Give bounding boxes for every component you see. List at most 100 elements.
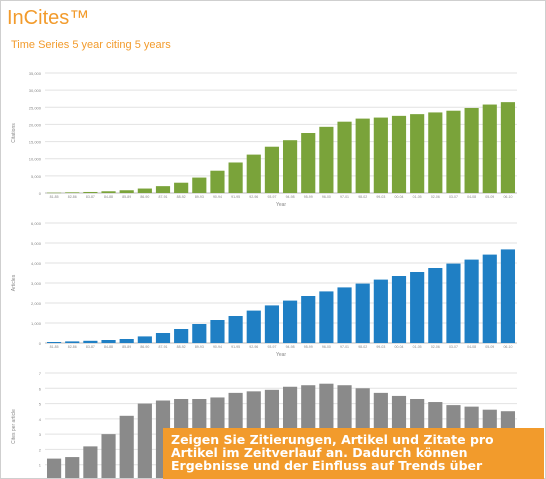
bar-cites-per-article bbox=[101, 434, 116, 478]
x-tick-label: 02-06 bbox=[431, 195, 440, 199]
x-tick-label: 99-03 bbox=[376, 195, 385, 199]
bar-articles bbox=[119, 339, 134, 343]
x-tick-label: 91-95 bbox=[231, 345, 240, 349]
bar-cites-per-article bbox=[46, 458, 62, 478]
bar-cites-per-article bbox=[65, 457, 80, 478]
y-tick-label: 5,000 bbox=[31, 174, 42, 179]
bar-articles bbox=[101, 340, 116, 343]
y-tick-label: 5,000 bbox=[31, 241, 42, 246]
bar-citations bbox=[65, 192, 80, 193]
bar-articles bbox=[83, 340, 98, 343]
bar-articles bbox=[446, 263, 461, 343]
x-tick-label: 83-87 bbox=[86, 195, 95, 199]
bar-cites-per-article bbox=[83, 446, 98, 478]
bar-articles bbox=[174, 329, 189, 343]
x-tick-label: 98-02 bbox=[358, 345, 367, 349]
bar-articles bbox=[500, 249, 516, 343]
bar-citations bbox=[373, 117, 388, 193]
x-tick-label: 94-98 bbox=[286, 345, 295, 349]
bar-citations bbox=[410, 114, 425, 193]
x-tick-label: 84-88 bbox=[104, 345, 113, 349]
bar-citations bbox=[83, 191, 98, 193]
bar-citations bbox=[391, 115, 407, 193]
x-tick-label: 84-88 bbox=[104, 195, 113, 199]
x-tick-label: 92-96 bbox=[249, 345, 258, 349]
bar-citations bbox=[228, 162, 243, 193]
bar-citations bbox=[119, 190, 134, 193]
x-tick-label: 83-87 bbox=[86, 345, 95, 349]
x-axis-label: Year bbox=[276, 202, 286, 208]
x-axis-label: Year bbox=[276, 352, 286, 358]
bar-citations bbox=[174, 182, 189, 193]
x-tick-label: 01-05 bbox=[413, 195, 422, 199]
y-axis-label: Articles bbox=[11, 274, 17, 291]
bar-citations bbox=[355, 118, 370, 193]
x-tick-label: 06-10 bbox=[503, 345, 512, 349]
y-tick-label: 5 bbox=[39, 402, 42, 407]
x-tick-label: 93-97 bbox=[267, 345, 276, 349]
x-tick-label: 95-99 bbox=[304, 345, 313, 349]
bar-articles bbox=[246, 310, 261, 343]
y-tick-label: 0 bbox=[39, 341, 42, 346]
bar-articles bbox=[373, 279, 388, 343]
x-tick-label: 04-08 bbox=[467, 195, 476, 199]
x-tick-label: 03-07 bbox=[449, 345, 458, 349]
x-tick-label: 01-05 bbox=[413, 345, 422, 349]
caption-line: Zeigen Sie Zitierungen, Artikel und Zita… bbox=[171, 432, 494, 447]
y-tick-label: 0 bbox=[39, 191, 42, 196]
bar-citations bbox=[482, 104, 497, 193]
y-tick-label: 3,000 bbox=[31, 281, 42, 286]
x-tick-label: 02-06 bbox=[431, 345, 440, 349]
bar-citations bbox=[246, 154, 261, 193]
x-tick-label: 81-85 bbox=[50, 345, 59, 349]
x-tick-label: 05-09 bbox=[485, 345, 494, 349]
bar-articles bbox=[210, 320, 225, 343]
x-tick-label: 05-09 bbox=[485, 195, 494, 199]
x-tick-label: 85-89 bbox=[122, 345, 131, 349]
bar-citations bbox=[137, 188, 152, 193]
bar-citations bbox=[464, 107, 479, 193]
y-tick-label: 1,000 bbox=[31, 321, 42, 326]
x-tick-label: 92-96 bbox=[249, 195, 258, 199]
y-axis-label: Cites per article bbox=[11, 409, 17, 444]
citations-chart: 0 5,000 10,000 15,000 20,000 25,000 30,000 35,0… bbox=[11, 71, 517, 208]
bar-articles bbox=[301, 296, 316, 343]
y-tick-label: 7 bbox=[39, 371, 42, 376]
x-tick-label: 96-00 bbox=[322, 195, 331, 199]
bar-cites-per-article bbox=[137, 403, 152, 478]
x-tick-label: 81-85 bbox=[50, 195, 59, 199]
bar-articles bbox=[391, 276, 407, 343]
y-tick-label: 25,000 bbox=[29, 105, 42, 110]
y-tick-label: 6 bbox=[39, 386, 42, 391]
y-tick-label: 30,000 bbox=[29, 88, 42, 93]
bar-articles bbox=[410, 272, 425, 343]
bar-articles bbox=[264, 305, 280, 343]
y-tick-label: 10,000 bbox=[29, 157, 42, 162]
bar-citations bbox=[155, 186, 171, 193]
x-tick-label: 85-89 bbox=[122, 195, 131, 199]
bar-citations bbox=[46, 192, 62, 194]
x-tick-label: 91-95 bbox=[231, 195, 240, 199]
x-tick-label: 00-04 bbox=[395, 345, 404, 349]
x-tick-label: 96-00 bbox=[322, 345, 331, 349]
bar-citations bbox=[101, 191, 116, 193]
bar-citations bbox=[301, 133, 316, 193]
x-tick-label: 99-03 bbox=[376, 345, 385, 349]
x-tick-label: 93-97 bbox=[267, 195, 276, 199]
y-tick-label: 2 bbox=[39, 447, 42, 452]
bar-articles bbox=[482, 254, 497, 343]
bar-citations bbox=[337, 121, 352, 193]
bar-articles bbox=[464, 259, 479, 343]
bar-citations bbox=[210, 170, 225, 193]
x-tick-label: 97-01 bbox=[340, 195, 349, 199]
articles-chart: 0 1,000 2,000 3,000 4,000 5,000 6,000 Articles 8… bbox=[11, 221, 517, 358]
bar-cites-per-article bbox=[119, 415, 134, 478]
x-tick-label: 88-92 bbox=[177, 195, 186, 199]
x-tick-label: 89-93 bbox=[195, 195, 204, 199]
bar-articles bbox=[192, 324, 207, 343]
x-tick-label: 03-07 bbox=[449, 195, 458, 199]
x-tick-label: 04-08 bbox=[467, 345, 476, 349]
y-tick-label: 4 bbox=[39, 417, 42, 422]
y-tick-label: 2,000 bbox=[31, 301, 42, 306]
